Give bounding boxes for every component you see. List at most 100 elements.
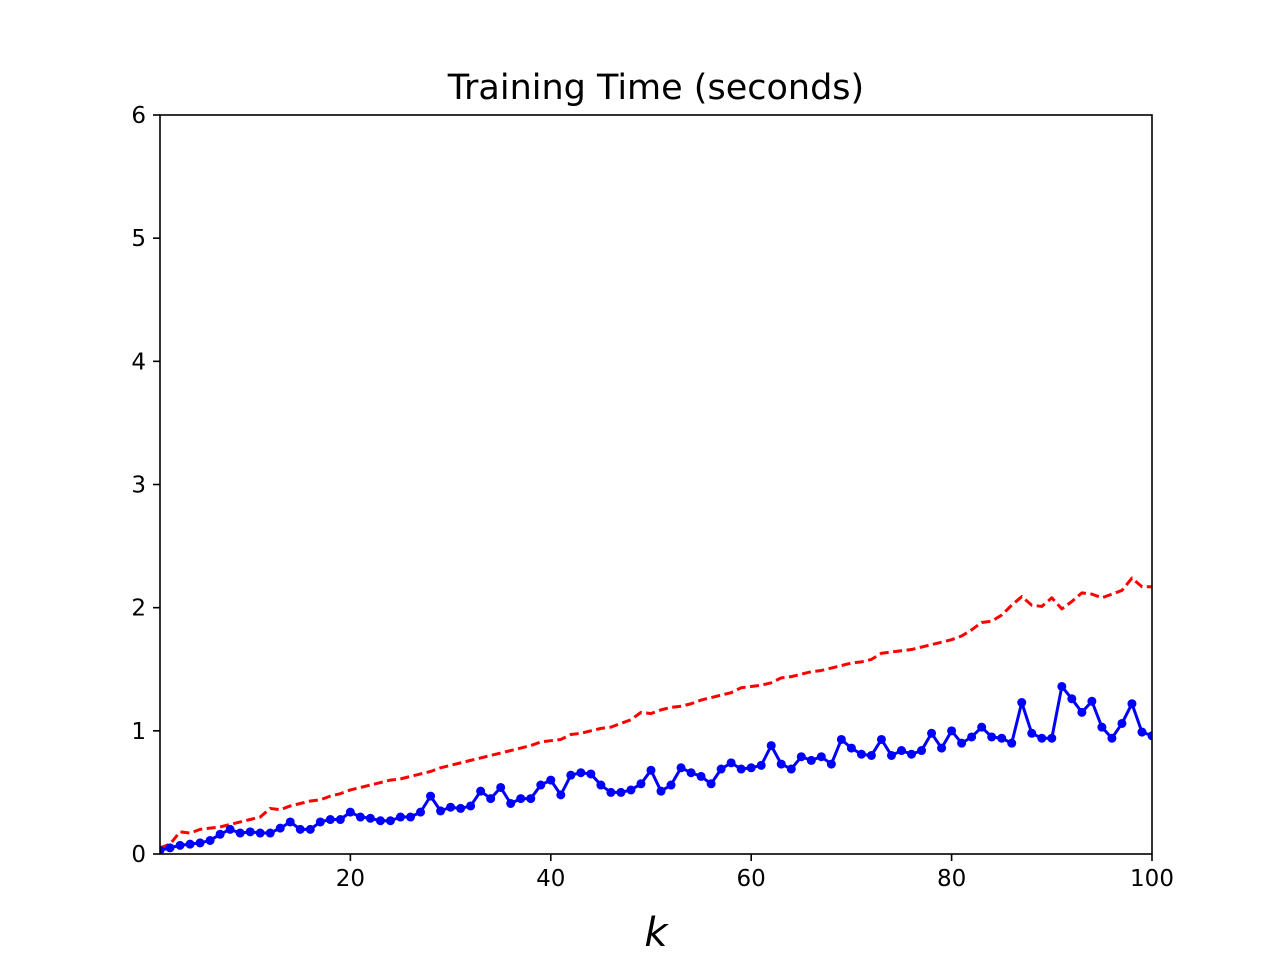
series-2-point — [796, 752, 806, 762]
x-tick-label: 40 — [536, 866, 565, 892]
series-2-point — [295, 824, 305, 834]
series-2-point — [1087, 696, 1097, 706]
y-tick-label: 2 — [131, 596, 146, 622]
series-2-point — [586, 769, 596, 779]
series-2-point — [656, 786, 666, 796]
series-2-point — [957, 738, 967, 748]
series-2-point — [947, 726, 957, 736]
series-2-point — [746, 763, 756, 773]
series-2-point — [385, 816, 395, 826]
series-2-point — [556, 790, 566, 800]
series-2-point — [636, 779, 646, 789]
chart-title: Training Time (seconds) — [447, 68, 864, 108]
series-2-point — [937, 743, 947, 753]
series-2-point — [160, 845, 165, 854]
series-2-point — [876, 734, 886, 744]
series-2-point — [1067, 694, 1077, 704]
series-2-line — [160, 684, 1152, 852]
series-2-point — [776, 759, 786, 769]
series-2-point — [265, 828, 275, 838]
series-2-point — [215, 829, 225, 839]
series-2-point — [706, 779, 716, 789]
series-2-point — [907, 749, 917, 759]
y-tick-label: 0 — [131, 842, 146, 868]
plot-area: 20 40 60 80 100 0 1 2 3 4 5 6 — [131, 103, 1174, 892]
series-2-point — [766, 741, 776, 751]
series-2-point — [195, 838, 205, 848]
series-2-point — [917, 746, 927, 756]
series-2-point — [516, 794, 526, 804]
series-2-point — [606, 787, 616, 797]
series-2-point — [436, 806, 446, 816]
series-2-point — [967, 732, 977, 742]
series-2-point — [476, 786, 486, 796]
series-2-point — [756, 760, 766, 770]
series-2-point — [255, 828, 265, 838]
y-tick-label: 5 — [131, 226, 146, 252]
series-2-point — [225, 824, 235, 834]
series-2-point — [185, 839, 195, 849]
series-2-point — [416, 807, 426, 817]
series-2-point — [646, 765, 656, 775]
series-2-point — [856, 749, 866, 759]
series-2-point — [806, 755, 816, 765]
series-2-point — [977, 722, 987, 732]
series-2-point — [826, 759, 836, 769]
series-2-point — [1077, 707, 1087, 717]
series-2-point — [1027, 728, 1037, 738]
series-2-point — [245, 827, 255, 837]
series-2-point — [305, 824, 315, 834]
series-2-point — [506, 799, 516, 808]
series-2-point — [496, 782, 506, 792]
series-2-point — [987, 732, 997, 742]
series-2-point — [896, 746, 906, 756]
series-2-point — [526, 794, 536, 804]
series-2-point — [1047, 733, 1057, 743]
x-tick-label: 80 — [937, 866, 966, 892]
series-2-point — [696, 771, 706, 781]
y-tick-label: 3 — [131, 473, 146, 499]
series-2-point — [375, 816, 385, 826]
series-2-point — [365, 813, 375, 823]
series-2-point — [866, 750, 876, 760]
series-2-point — [446, 802, 456, 812]
series-2-point — [626, 785, 636, 795]
series-2-point — [355, 812, 365, 822]
series-2-point — [546, 775, 556, 785]
x-tick-label: 60 — [737, 866, 766, 892]
series-2-point — [335, 815, 345, 825]
x-tick-label: 100 — [1130, 866, 1174, 892]
x-axis-label: k — [644, 910, 669, 956]
series-2-point — [315, 817, 325, 827]
series-2-point — [736, 764, 746, 774]
series-2-point — [406, 812, 416, 822]
series-2-point — [1107, 733, 1117, 743]
series-2-point — [786, 764, 796, 774]
series-1-line — [160, 576, 1152, 850]
series-2-point — [666, 780, 676, 790]
series-2-point — [846, 743, 856, 753]
series-2-point — [486, 794, 496, 804]
series-2-point — [616, 787, 626, 797]
series-2-point — [1137, 727, 1147, 737]
y-tick-label: 4 — [131, 349, 146, 375]
series-2-point — [927, 728, 937, 738]
y-tick-label: 1 — [131, 719, 146, 745]
series-2-point — [1097, 722, 1107, 732]
series-2-point — [576, 768, 586, 778]
series-2-point — [836, 734, 846, 744]
series-2-point — [566, 770, 576, 780]
x-tick-label: 20 — [336, 866, 365, 892]
series-2-point — [1117, 718, 1127, 728]
series-2-point — [325, 815, 335, 825]
series-2-point — [997, 733, 1007, 743]
series-2-point — [1057, 681, 1067, 691]
series-2-point — [1147, 731, 1152, 741]
series-2-point — [345, 807, 355, 817]
series-2-point — [676, 763, 686, 773]
series-2-point — [205, 835, 215, 845]
series-2-point — [456, 803, 466, 813]
series-2-point — [1017, 698, 1027, 707]
